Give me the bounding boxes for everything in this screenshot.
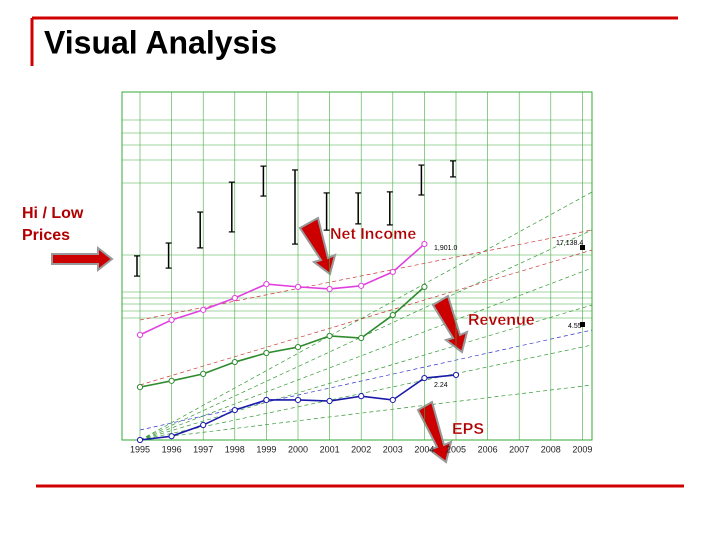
point: [389, 396, 396, 404]
point: [294, 343, 302, 351]
annotation: EPS: [452, 421, 484, 438]
point: [452, 371, 460, 379]
chart: [121, 91, 593, 441]
series-line: [139, 243, 425, 336]
point: [200, 306, 207, 313]
point: [263, 280, 270, 288]
slide-title: Visual Analysis: [44, 24, 277, 60]
value-note: 17,138.4: [556, 240, 583, 247]
point: [136, 436, 144, 444]
x-tick-label: 2002: [351, 444, 371, 454]
x-tick-label: 2000: [288, 444, 308, 454]
point: [231, 406, 238, 414]
end-marker: [580, 245, 585, 250]
point: [421, 240, 428, 248]
point: [263, 349, 270, 357]
trend-decor: [139, 191, 593, 441]
value-note: 1,901.0: [434, 245, 457, 252]
value-note: 4.55: [568, 323, 582, 330]
point: [389, 268, 396, 276]
point: [294, 283, 302, 290]
point: [421, 374, 428, 382]
series-line: [139, 286, 425, 388]
point: [136, 331, 144, 339]
x-tick-label: 2005: [446, 444, 466, 454]
x-tick-label: 2006: [478, 444, 498, 454]
annotation: Hi / Low: [22, 205, 84, 222]
grid-decor: [122, 119, 592, 319]
x-tick-label: 2001: [320, 444, 340, 454]
point: [294, 396, 302, 404]
point: [263, 396, 270, 404]
point: [200, 370, 207, 377]
annotation: Revenue: [468, 312, 535, 329]
x-tick-label: 1997: [193, 444, 213, 454]
point: [326, 285, 333, 293]
point: [231, 294, 238, 302]
point: [326, 332, 333, 340]
point: [326, 397, 333, 405]
end-marker: [580, 322, 585, 327]
x-tick-label: 2008: [541, 444, 561, 454]
annotation: Prices: [22, 227, 70, 244]
point: [389, 311, 396, 319]
x-tick-label: 1999: [256, 444, 276, 454]
point: [168, 433, 175, 440]
point: [168, 377, 175, 384]
x-tick-label: 2007: [509, 444, 529, 454]
x-tick-label: 2003: [383, 444, 403, 454]
x-tick-label: 2009: [572, 444, 592, 454]
point: [231, 358, 238, 366]
annotation: Net Income: [330, 226, 416, 243]
point: [358, 282, 365, 289]
x-tick-label: 1998: [225, 444, 245, 454]
x-tick-label: 2004: [414, 444, 434, 454]
value-note: 2.24: [434, 382, 448, 389]
point: [421, 283, 428, 290]
point: [358, 393, 365, 400]
point: [358, 334, 365, 342]
point: [136, 384, 144, 391]
plot-frame: [121, 91, 593, 441]
arrows: [51, 216, 469, 464]
point: [200, 421, 207, 429]
x-tick-label: 1996: [162, 444, 182, 454]
x-tick-label: 1995: [130, 444, 150, 454]
point: [168, 316, 175, 324]
